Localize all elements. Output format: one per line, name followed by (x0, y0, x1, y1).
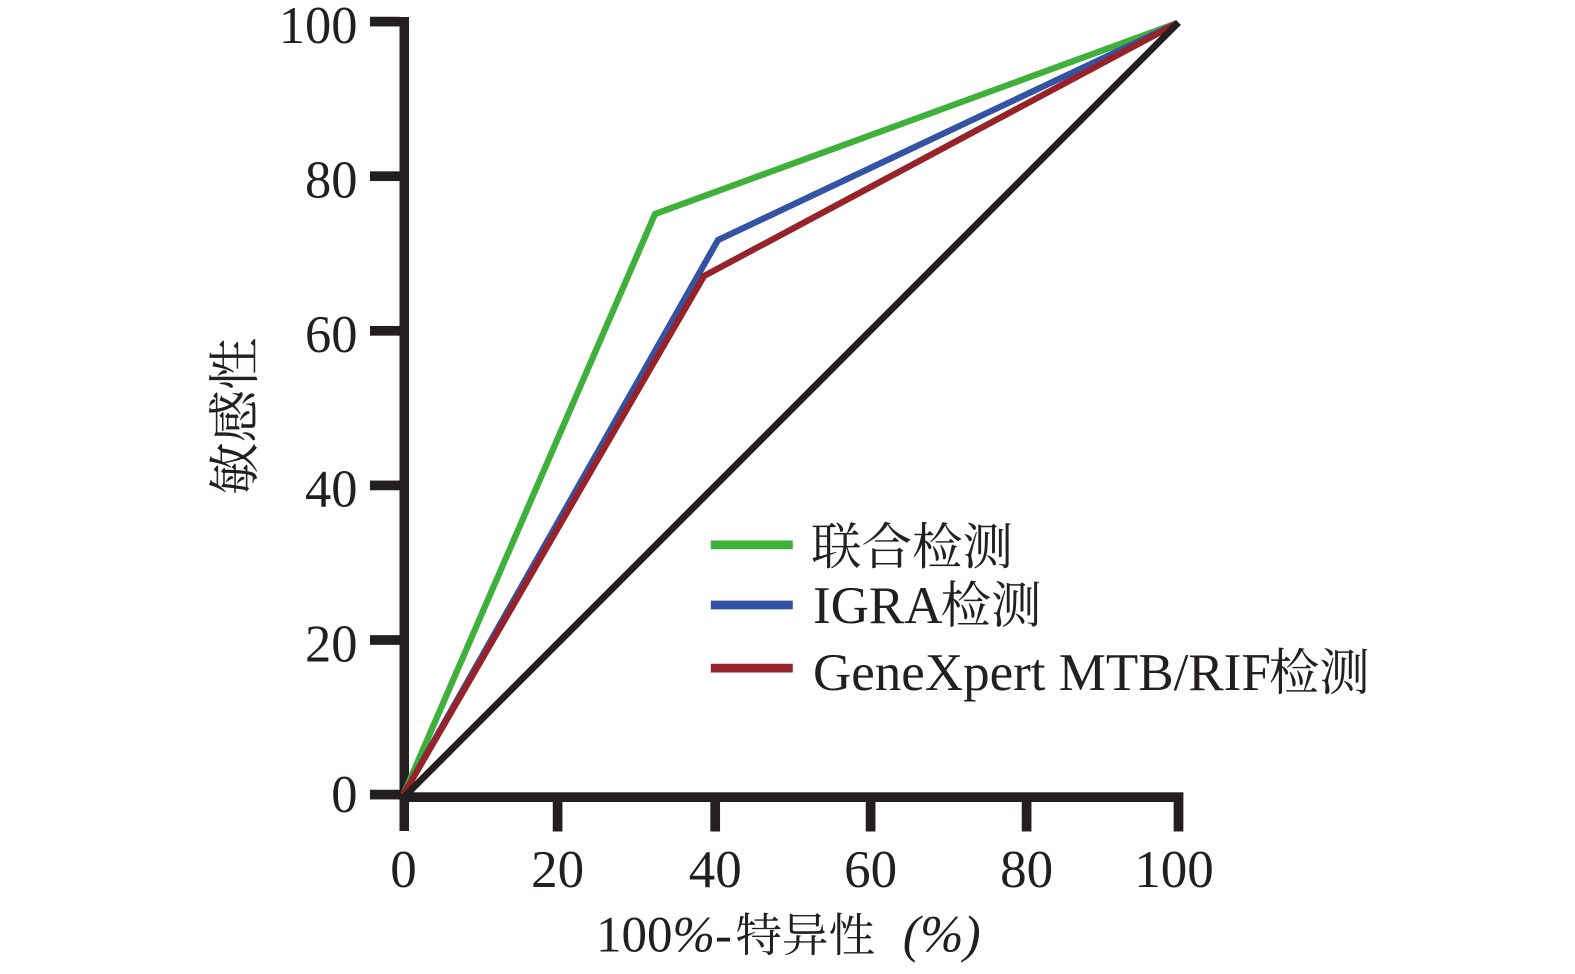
svg-text:80: 80 (1000, 841, 1053, 899)
svg-text:40: 40 (305, 461, 358, 519)
svg-text:0: 0 (331, 766, 357, 824)
svg-text:40: 40 (689, 841, 742, 899)
svg-text:(%): (%) (903, 907, 981, 964)
svg-text:60: 60 (305, 306, 358, 364)
svg-text:80: 80 (305, 152, 358, 210)
svg-text:20: 20 (305, 615, 358, 673)
svg-text:GeneXpert MTB/RIF: GeneXpert MTB/RIF (813, 644, 1271, 702)
svg-text:20: 20 (531, 841, 584, 899)
svg-text:0: 0 (390, 841, 417, 899)
svg-text:60: 60 (844, 841, 897, 899)
svg-text:100%-: 100%- (596, 908, 732, 964)
svg-text:IGRA: IGRA (813, 577, 943, 635)
svg-text:100: 100 (279, 0, 358, 55)
svg-text:100: 100 (1134, 841, 1214, 899)
